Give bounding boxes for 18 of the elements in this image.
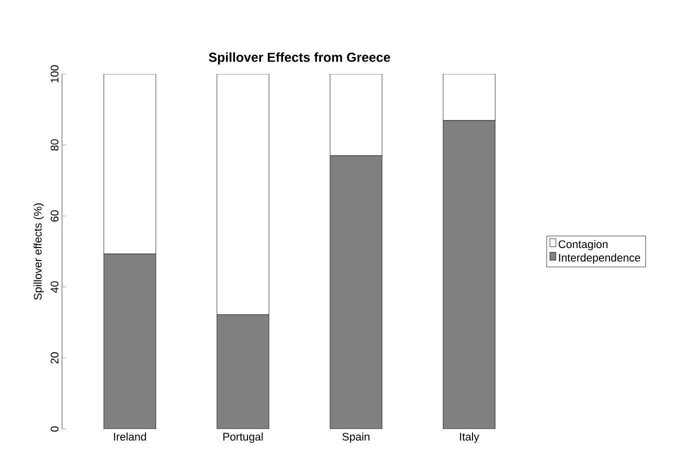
bar bbox=[216, 314, 270, 429]
legend-label: Contagion bbox=[558, 240, 608, 250]
legend-label: Interdependence bbox=[559, 253, 640, 264]
y-tick-label: 0 bbox=[50, 426, 58, 432]
x-tick-label: Spain bbox=[342, 432, 370, 443]
bar bbox=[104, 254, 156, 429]
y-tick-label: 80 bbox=[50, 139, 58, 151]
x-tick-label: Ireland bbox=[114, 432, 146, 441]
x-tick-label: Portugal bbox=[223, 432, 263, 443]
y-axis-title: Spillover effects (%) bbox=[34, 203, 44, 300]
bar bbox=[330, 155, 382, 429]
bar bbox=[442, 120, 496, 429]
y-tick-label: 100 bbox=[50, 65, 58, 82]
chart-title: Spillover Effects from Greece bbox=[208, 52, 390, 64]
x-tick-label: Italy bbox=[460, 432, 480, 443]
y-tick-label: 20 bbox=[50, 352, 58, 364]
y-tick-label: 60 bbox=[50, 210, 58, 222]
y-tick-label: 40 bbox=[50, 281, 58, 293]
